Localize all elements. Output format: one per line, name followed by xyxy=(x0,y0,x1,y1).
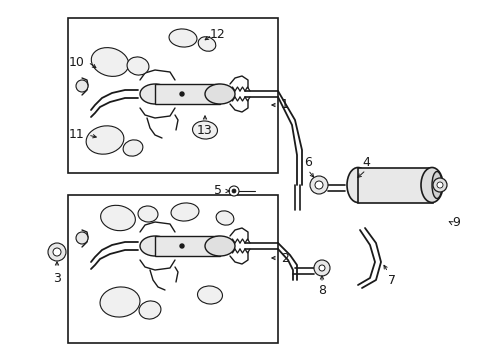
Text: 10: 10 xyxy=(69,55,85,68)
Ellipse shape xyxy=(171,203,199,221)
Ellipse shape xyxy=(101,205,135,231)
Text: 13: 13 xyxy=(197,123,212,136)
Circle shape xyxy=(314,181,323,189)
Circle shape xyxy=(76,80,88,92)
Bar xyxy=(357,168,432,203)
Text: 12: 12 xyxy=(210,28,225,41)
Circle shape xyxy=(432,178,446,192)
Bar xyxy=(155,236,220,256)
Ellipse shape xyxy=(100,287,140,317)
Ellipse shape xyxy=(139,301,161,319)
Text: 6: 6 xyxy=(304,157,311,170)
Text: 11: 11 xyxy=(69,129,85,141)
Ellipse shape xyxy=(197,286,222,304)
Ellipse shape xyxy=(204,236,235,256)
Circle shape xyxy=(53,248,61,256)
Text: 9: 9 xyxy=(451,216,459,230)
Text: 8: 8 xyxy=(317,284,325,297)
Bar xyxy=(68,18,278,173)
Bar xyxy=(68,195,278,343)
Circle shape xyxy=(48,243,66,261)
Circle shape xyxy=(313,260,329,276)
Ellipse shape xyxy=(140,236,170,256)
Ellipse shape xyxy=(169,29,197,47)
Ellipse shape xyxy=(140,84,170,104)
Ellipse shape xyxy=(346,167,368,202)
Ellipse shape xyxy=(420,167,442,202)
Text: 4: 4 xyxy=(361,157,369,170)
Text: 7: 7 xyxy=(387,274,395,287)
Ellipse shape xyxy=(123,140,142,156)
Circle shape xyxy=(231,189,236,193)
Circle shape xyxy=(309,176,327,194)
Bar xyxy=(155,84,220,104)
Circle shape xyxy=(76,232,88,244)
Ellipse shape xyxy=(204,84,235,104)
Text: 3: 3 xyxy=(53,271,61,284)
Ellipse shape xyxy=(127,57,149,75)
Circle shape xyxy=(180,244,183,248)
Text: 1: 1 xyxy=(281,99,288,112)
Ellipse shape xyxy=(91,48,128,76)
Ellipse shape xyxy=(431,171,441,198)
Ellipse shape xyxy=(86,126,123,154)
Circle shape xyxy=(436,182,442,188)
Ellipse shape xyxy=(198,37,215,51)
Text: 5: 5 xyxy=(214,184,222,198)
Ellipse shape xyxy=(216,211,233,225)
Circle shape xyxy=(228,186,239,196)
Circle shape xyxy=(180,92,183,96)
Circle shape xyxy=(318,265,325,271)
Text: 2: 2 xyxy=(281,252,288,265)
Ellipse shape xyxy=(192,121,217,139)
Ellipse shape xyxy=(138,206,158,222)
